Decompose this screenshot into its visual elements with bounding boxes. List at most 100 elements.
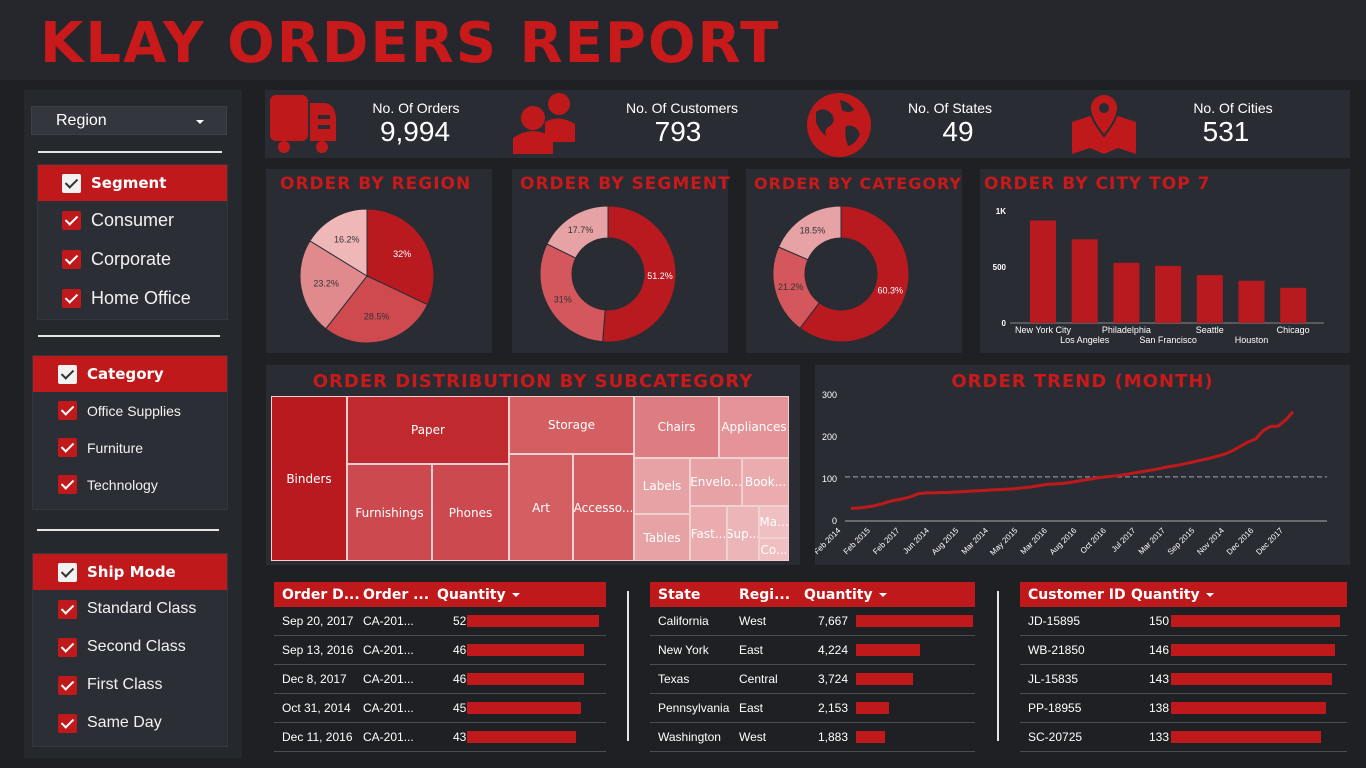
segment-filter-header[interactable]: Segment bbox=[38, 165, 227, 201]
table-cell: CA-201... bbox=[363, 701, 414, 715]
pie-slice[interactable] bbox=[309, 208, 368, 277]
ship-mode-item-first[interactable]: First Class bbox=[33, 666, 227, 704]
treemap-tile[interactable]: Sup... bbox=[727, 506, 759, 561]
checkbox-icon[interactable] bbox=[62, 211, 81, 230]
table-row[interactable]: Oct 31, 2014 CA-201... 45 bbox=[274, 694, 606, 723]
ship-mode-item-second[interactable]: Second Class bbox=[33, 628, 227, 666]
checkbox-icon[interactable] bbox=[58, 438, 77, 457]
x-tick-label: Dec 2016 bbox=[1225, 526, 1256, 557]
pie-slice[interactable] bbox=[539, 243, 606, 343]
checkbox-icon[interactable] bbox=[58, 713, 77, 733]
checkbox-icon[interactable] bbox=[58, 637, 77, 657]
column-header[interactable]: Order ... bbox=[363, 586, 430, 603]
ship-mode-item-standard[interactable]: Standard Class bbox=[33, 590, 227, 628]
pie-slice[interactable] bbox=[325, 275, 429, 344]
sort-desc-icon[interactable] bbox=[878, 592, 887, 597]
truck-icon bbox=[270, 95, 336, 153]
treemap-tile[interactable]: Phones bbox=[432, 464, 509, 561]
category-item-office-supplies[interactable]: Office Supplies bbox=[33, 392, 227, 429]
checkbox-icon[interactable] bbox=[58, 401, 77, 420]
column-header[interactable]: Quantity bbox=[1131, 587, 1214, 603]
checkbox-icon[interactable] bbox=[62, 289, 81, 308]
table-row[interactable]: Sep 13, 2016 CA-201... 46 bbox=[274, 636, 606, 665]
table-row[interactable]: Washington West 1,883 bbox=[650, 723, 975, 752]
bar[interactable] bbox=[1155, 265, 1182, 323]
column-header[interactable]: Customer ID bbox=[1028, 586, 1126, 603]
treemap-tile[interactable]: Chairs bbox=[634, 396, 719, 458]
table-row[interactable]: SC-20725 133 bbox=[1020, 723, 1347, 752]
checkbox-icon[interactable] bbox=[62, 250, 81, 269]
treemap-tile[interactable]: Accesso... bbox=[573, 454, 634, 561]
table-row[interactable]: PP-18955 138 bbox=[1020, 694, 1347, 723]
column-header[interactable]: Regi... bbox=[739, 586, 791, 603]
segment-item-corporate[interactable]: Corporate bbox=[38, 240, 227, 279]
x-tick-label: Philadelphia bbox=[1102, 325, 1151, 335]
chevron-down-icon bbox=[196, 120, 204, 124]
checkbox-icon[interactable] bbox=[58, 675, 77, 695]
column-header[interactable]: State bbox=[658, 586, 701, 603]
treemap-tile[interactable]: Co... bbox=[759, 538, 789, 561]
ship-mode-filter-header[interactable]: Ship Mode bbox=[33, 554, 227, 590]
bar[interactable] bbox=[1196, 275, 1223, 323]
pie-slice[interactable] bbox=[799, 205, 910, 343]
orders-table: Order D... Order ... Quantity Sep 20, 20… bbox=[274, 582, 606, 752]
bar[interactable] bbox=[1071, 239, 1098, 323]
category-item-technology[interactable]: Technology bbox=[33, 466, 227, 503]
pie-slice[interactable] bbox=[777, 205, 842, 261]
x-tick-label: Feb 2015 bbox=[842, 526, 873, 557]
pie-slice[interactable] bbox=[366, 208, 435, 306]
table-row[interactable]: WB-21850 146 bbox=[1020, 636, 1347, 665]
region-dropdown[interactable]: Region bbox=[31, 106, 227, 135]
segment-item-home-office[interactable]: Home Office bbox=[38, 279, 227, 318]
trend-line[interactable] bbox=[850, 410, 1295, 510]
table-row[interactable]: Texas Central 3,724 bbox=[650, 665, 975, 694]
sort-desc-icon[interactable] bbox=[1205, 592, 1214, 597]
treemap-tile[interactable]: Paper bbox=[347, 396, 509, 464]
treemap-tile[interactable]: Ma... bbox=[759, 506, 789, 538]
ship-mode-item-same-day[interactable]: Same Day bbox=[33, 704, 227, 742]
treemap-tile[interactable]: Envelo... bbox=[690, 458, 742, 506]
pie-slice[interactable] bbox=[299, 240, 368, 330]
column-header[interactable]: Quantity bbox=[804, 587, 887, 603]
checkbox-icon[interactable] bbox=[58, 599, 77, 619]
table-row[interactable]: JL-15835 143 bbox=[1020, 665, 1347, 694]
treemap-tile[interactable]: Book... bbox=[742, 458, 789, 506]
bar[interactable] bbox=[1280, 287, 1307, 323]
bar[interactable] bbox=[1030, 220, 1056, 323]
table-row[interactable]: JD-15895 150 bbox=[1020, 607, 1347, 636]
category-item-furniture[interactable]: Furniture bbox=[33, 429, 227, 466]
table-row[interactable]: California West 7,667 bbox=[650, 607, 975, 636]
table-row[interactable]: Dec 8, 2017 CA-201... 46 bbox=[274, 665, 606, 694]
kpi-states-label: No. Of States bbox=[907, 100, 993, 116]
orders-table-header: Order D... Order ... Quantity bbox=[274, 582, 606, 607]
treemap-tile[interactable]: Fast... bbox=[690, 506, 727, 561]
column-header[interactable]: Quantity bbox=[437, 587, 520, 603]
table-row[interactable]: Pennsylvania East 2,153 bbox=[650, 694, 975, 723]
segment-item-consumer[interactable]: Consumer bbox=[38, 201, 227, 240]
sort-desc-icon[interactable] bbox=[511, 592, 520, 597]
checkbox-icon[interactable] bbox=[58, 562, 77, 582]
table-row[interactable]: Sep 20, 2017 CA-201... 52 bbox=[274, 607, 606, 636]
treemap-tile[interactable]: Tables bbox=[634, 514, 690, 561]
treemap-tile[interactable]: Art bbox=[509, 454, 573, 561]
divider bbox=[38, 335, 220, 337]
table-row[interactable]: Dec 11, 2016 CA-201... 43 bbox=[274, 723, 606, 752]
pie-slice[interactable] bbox=[546, 205, 609, 259]
table-cell: CA-201... bbox=[363, 672, 414, 686]
treemap-tile[interactable]: Binders bbox=[271, 396, 347, 561]
table-row[interactable]: New York East 4,224 bbox=[650, 636, 975, 665]
treemap-tile[interactable]: Storage bbox=[509, 396, 634, 454]
segment-item-label: Home Office bbox=[91, 288, 191, 308]
treemap-tile[interactable]: Furnishings bbox=[347, 464, 432, 561]
bar[interactable] bbox=[1113, 262, 1140, 323]
x-tick-label: Jul 2017 bbox=[1110, 526, 1138, 554]
checkbox-icon[interactable] bbox=[58, 475, 77, 494]
bar[interactable] bbox=[1238, 280, 1265, 323]
treemap-tile[interactable]: Appliances bbox=[719, 396, 789, 458]
column-header[interactable]: Order D... bbox=[282, 586, 360, 603]
checkbox-icon[interactable] bbox=[62, 173, 81, 193]
treemap-tile[interactable]: Labels bbox=[634, 458, 690, 514]
category-filter-header[interactable]: Category bbox=[33, 356, 227, 392]
pie-slice[interactable] bbox=[602, 205, 677, 343]
checkbox-icon[interactable] bbox=[58, 364, 77, 384]
